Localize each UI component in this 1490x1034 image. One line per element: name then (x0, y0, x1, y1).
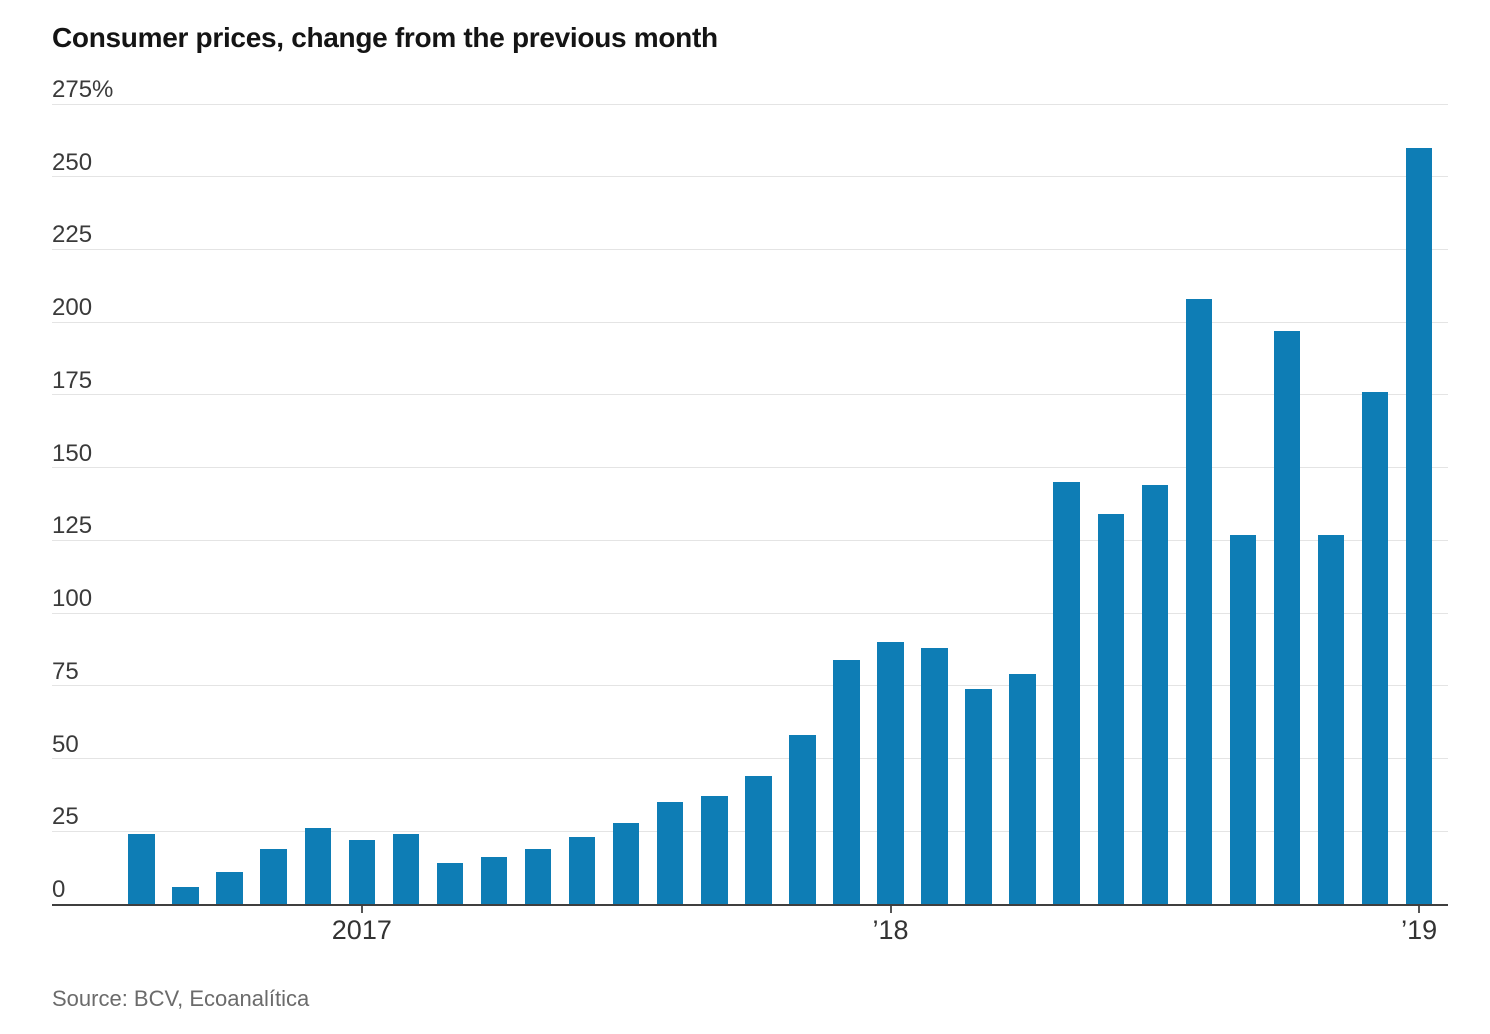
bar-aug-2016 (128, 834, 155, 904)
y-axis-label-275: 275% (52, 76, 114, 103)
bar-jul-2017 (612, 822, 640, 904)
gridline-150 (52, 467, 1448, 469)
bar-apr-2017 (480, 857, 508, 904)
bar-jul-2018 (1141, 485, 1169, 904)
y-axis-label-125: 125 (52, 512, 93, 540)
gridline-125 (52, 539, 1448, 541)
x-axis-tick-18 (889, 906, 892, 913)
bar-mar-2018 (965, 688, 992, 904)
bar-jun-2018 (1097, 514, 1125, 904)
bar-oct-2016 (216, 872, 243, 904)
bar-oct-2017 (745, 776, 772, 904)
bar-oct-2018 (1273, 330, 1301, 904)
bar-feb-2017 (392, 834, 420, 904)
y-axis-label-50: 50 (52, 730, 79, 758)
y-axis-label-0: 0 (52, 876, 66, 903)
y-axis-label-225: 225 (52, 221, 93, 249)
bar-dec-2016 (304, 828, 332, 904)
bar-aug-2017 (656, 802, 684, 904)
x-axis-label-18: ’18 (872, 915, 909, 945)
bar-dec-2018 (1361, 392, 1389, 904)
gridline-275 (52, 103, 1448, 105)
bar-may-2017 (524, 848, 552, 904)
bar-nov-2017 (789, 735, 816, 904)
gridline-75 (52, 685, 1448, 687)
bar-apr-2018 (1009, 674, 1036, 904)
bar-dec-2017 (833, 659, 860, 904)
x-axis-tick-19 (1418, 906, 1421, 913)
bar-mar-2017 (436, 863, 464, 904)
bar-jun-2017 (568, 837, 596, 904)
y-axis-label-150: 150 (52, 439, 93, 467)
gridline-200 (52, 321, 1448, 323)
y-axis-label-25: 25 (52, 803, 79, 831)
gridline-225 (52, 248, 1448, 250)
source-note: Source: BCV, Ecoanalítica (52, 986, 310, 1011)
y-axis-label-200: 200 (52, 294, 93, 322)
bar-sep-2018 (1229, 534, 1257, 904)
bar-jan-2018 (877, 642, 904, 904)
gridline-50 (52, 758, 1448, 760)
bar-sep-2017 (701, 796, 728, 904)
y-axis-label-250: 250 (52, 148, 93, 176)
x-axis-tick-2017 (360, 906, 363, 913)
x-axis-label-2017: 2017 (331, 915, 392, 945)
bar-sep-2016 (172, 886, 199, 904)
bar-jan-2019 (1405, 147, 1433, 904)
gridline-175 (52, 394, 1448, 396)
y-axis-label-75: 75 (52, 657, 79, 685)
y-axis-label-100: 100 (52, 585, 93, 613)
bar-aug-2018 (1185, 298, 1213, 904)
chart-title: Consumer prices, change from the previou… (52, 22, 718, 53)
bar-feb-2018 (921, 648, 948, 904)
x-axis-label-19: ’19 (1401, 915, 1438, 945)
gridline-100 (52, 612, 1448, 614)
bar-nov-2016 (260, 848, 287, 904)
bar-may-2018 (1053, 482, 1080, 904)
y-axis-label-175: 175 (52, 366, 93, 394)
bar-jan-2017 (348, 840, 376, 904)
x-axis-line (52, 903, 1448, 906)
bar-nov-2018 (1317, 534, 1345, 904)
gridline-250 (52, 176, 1448, 178)
